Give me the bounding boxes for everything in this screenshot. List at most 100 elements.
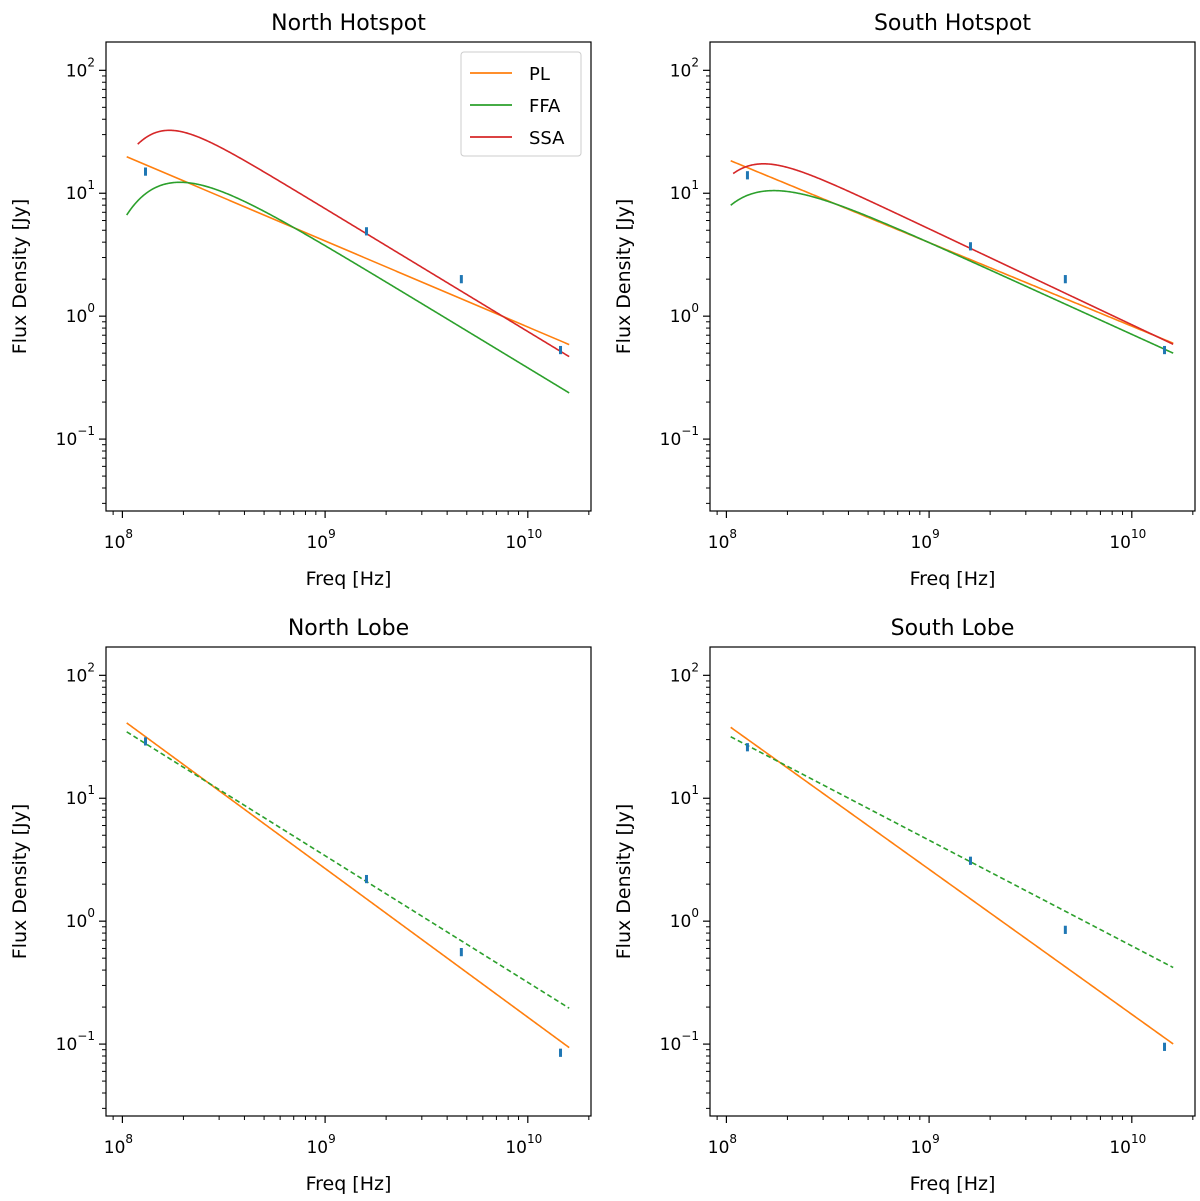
x-axis-label: Freq [Hz] bbox=[910, 568, 996, 590]
y-tick-base: 10 bbox=[670, 789, 692, 809]
y-tick-base: 10 bbox=[66, 61, 88, 81]
x-tick-label: 1010 bbox=[1109, 527, 1146, 553]
axes-frame bbox=[709, 41, 1196, 512]
x-tick-base: 10 bbox=[1109, 533, 1131, 553]
y-tick-label: 101 bbox=[66, 783, 95, 809]
y-tick-label: 101 bbox=[670, 178, 699, 204]
y-tick-base: 10 bbox=[670, 307, 692, 327]
y-tick-label: 101 bbox=[66, 178, 95, 204]
series-ffa-line bbox=[730, 736, 1174, 969]
x-tick-exponent: 8 bbox=[729, 1132, 737, 1146]
x-tick-exponent: 10 bbox=[527, 1132, 542, 1146]
y-tick-label: 100 bbox=[66, 906, 95, 932]
y-tick-label: 10−1 bbox=[56, 424, 95, 450]
y-tick-label: 100 bbox=[670, 906, 699, 932]
series-pl-line bbox=[126, 722, 570, 1049]
x-tick-base: 10 bbox=[1109, 1138, 1131, 1158]
series-ffa-line bbox=[730, 189, 1174, 354]
x-tick-exponent: 10 bbox=[1131, 527, 1146, 541]
x-tick-exponent: 10 bbox=[1131, 1132, 1146, 1146]
x-tick-base: 10 bbox=[708, 533, 730, 553]
legend-label-ffa: FFA bbox=[529, 96, 561, 117]
y-tick-label: 102 bbox=[66, 55, 95, 81]
y-tick-exponent: 0 bbox=[87, 906, 95, 920]
panel-title: South Lobe bbox=[891, 616, 1015, 641]
series-ssa-line bbox=[732, 163, 1174, 345]
y-tick-label: 10−1 bbox=[660, 1029, 699, 1055]
x-tick-label: 108 bbox=[104, 1132, 133, 1158]
series-ffa-line bbox=[126, 731, 570, 1009]
y-tick-exponent: 1 bbox=[691, 178, 699, 192]
series-pl-line bbox=[126, 156, 570, 346]
y-tick-exponent: 0 bbox=[691, 301, 699, 315]
x-tick-exponent: 8 bbox=[729, 527, 737, 541]
x-tick-label: 109 bbox=[910, 527, 939, 553]
x-tick-base: 10 bbox=[708, 1138, 730, 1158]
x-tick-base: 10 bbox=[505, 1138, 527, 1158]
y-tick-exponent: −1 bbox=[77, 424, 95, 438]
y-tick-exponent: −1 bbox=[681, 424, 699, 438]
y-tick-exponent: 2 bbox=[691, 660, 699, 674]
y-tick-base: 10 bbox=[670, 184, 692, 204]
y-tick-exponent: 2 bbox=[691, 55, 699, 69]
x-tick-exponent: 9 bbox=[932, 1132, 940, 1146]
panel-title: North Lobe bbox=[288, 616, 409, 641]
y-tick-exponent: −1 bbox=[681, 1029, 699, 1043]
y-tick-exponent: 0 bbox=[87, 301, 95, 315]
y-tick-label: 102 bbox=[670, 660, 699, 686]
model-curves bbox=[126, 722, 570, 1049]
x-tick-label: 1010 bbox=[1109, 1132, 1146, 1158]
y-tick-exponent: 1 bbox=[87, 178, 95, 192]
x-tick-exponent: 8 bbox=[125, 1132, 133, 1146]
x-tick-label: 108 bbox=[708, 1132, 737, 1158]
x-tick-label: 109 bbox=[910, 1132, 939, 1158]
y-tick-base: 10 bbox=[670, 912, 692, 932]
y-tick-base: 10 bbox=[660, 430, 682, 450]
y-axis-label: Flux Density [Jy] bbox=[613, 199, 635, 354]
y-tick-label: 102 bbox=[670, 55, 699, 81]
x-tick-base: 10 bbox=[505, 533, 527, 553]
x-tick-label: 108 bbox=[708, 527, 737, 553]
x-tick-exponent: 8 bbox=[125, 527, 133, 541]
y-tick-base: 10 bbox=[66, 666, 88, 686]
x-axis-label: Freq [Hz] bbox=[306, 568, 392, 590]
y-tick-base: 10 bbox=[56, 430, 78, 450]
y-axis-label: Flux Density [Jy] bbox=[9, 199, 31, 354]
series-pl-line bbox=[730, 726, 1174, 1045]
x-tick-exponent: 10 bbox=[527, 527, 542, 541]
y-tick-label: 102 bbox=[66, 660, 95, 686]
panel-title: North Hotspot bbox=[271, 11, 426, 36]
legend-box bbox=[460, 51, 582, 157]
axes-frame bbox=[105, 646, 592, 1117]
y-tick-label: 100 bbox=[66, 301, 95, 327]
axes-frame bbox=[105, 41, 592, 512]
series-ffa-line bbox=[126, 181, 570, 394]
x-tick-base: 10 bbox=[306, 533, 328, 553]
y-tick-exponent: 1 bbox=[87, 783, 95, 797]
x-tick-label: 1010 bbox=[505, 1132, 542, 1158]
y-tick-base: 10 bbox=[66, 912, 88, 932]
x-tick-label: 108 bbox=[104, 527, 133, 553]
y-tick-exponent: 2 bbox=[87, 660, 95, 674]
x-tick-label: 1010 bbox=[505, 527, 542, 553]
x-tick-exponent: 9 bbox=[328, 527, 336, 541]
y-tick-exponent: 0 bbox=[691, 906, 699, 920]
panel-title: South Hotspot bbox=[874, 11, 1031, 36]
y-tick-base: 10 bbox=[66, 307, 88, 327]
x-tick-exponent: 9 bbox=[932, 527, 940, 541]
y-axis-label: Flux Density [Jy] bbox=[613, 804, 635, 959]
x-tick-base: 10 bbox=[104, 1138, 126, 1158]
x-tick-label: 109 bbox=[306, 527, 335, 553]
y-tick-base: 10 bbox=[66, 789, 88, 809]
x-tick-base: 10 bbox=[910, 533, 932, 553]
y-tick-label: 10−1 bbox=[660, 424, 699, 450]
series-ssa-line bbox=[137, 129, 570, 358]
panel-south-hotspot: South Hotspot Freq [Hz] Flux Density [Jy] 1… bbox=[613, 11, 1196, 590]
x-axis-label: Freq [Hz] bbox=[910, 1173, 996, 1195]
model-curves bbox=[126, 129, 570, 394]
model-curves bbox=[730, 160, 1174, 354]
y-tick-base: 10 bbox=[56, 1035, 78, 1055]
x-tick-label: 109 bbox=[306, 1132, 335, 1158]
x-tick-base: 10 bbox=[910, 1138, 932, 1158]
